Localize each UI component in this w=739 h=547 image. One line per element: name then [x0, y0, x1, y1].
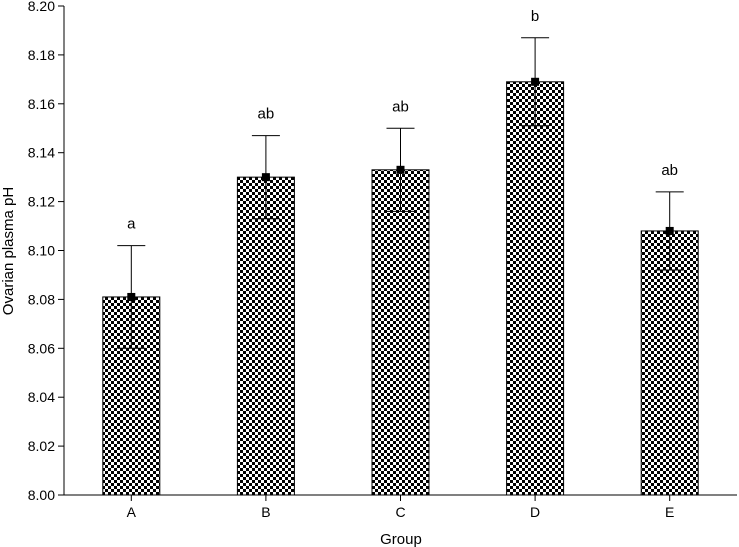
significance-label-A: a [127, 216, 136, 233]
significance-label-D: b [531, 8, 539, 25]
y-axis-title: Ovarian plasma pH [0, 187, 17, 315]
labels-layer: 8.00 8.02 8.04 8.06 8.08 8.10 8.12 8.14 8.16 8.18… [28, 0, 678, 520]
y-tick-label: 8.14 [28, 145, 55, 161]
y-tick-label: 8.06 [28, 340, 55, 356]
significance-label-C: ab [392, 98, 409, 115]
x-tick-label-D: D [530, 504, 540, 520]
x-tick-label-A: A [127, 504, 137, 520]
bar-B [236, 176, 295, 496]
mean-marker-D [531, 77, 540, 86]
error-bars-layer [117, 37, 684, 349]
y-tick-label: 8.02 [28, 438, 55, 454]
y-tick-label: 8.12 [28, 194, 55, 210]
axes [58, 5, 737, 501]
y-tick-label: 8.10 [28, 243, 55, 259]
bar-E [640, 230, 699, 496]
y-tick-label: 8.18 [28, 47, 55, 63]
y-tick-label: 8.00 [28, 487, 55, 503]
mean-marker-B [261, 173, 270, 182]
x-axis-title: Group [380, 531, 422, 547]
mean-marker-E [665, 226, 674, 235]
bar-C [371, 169, 430, 496]
y-tick-label: 8.04 [28, 389, 55, 405]
x-tick-label-B: B [261, 504, 270, 520]
y-tick-label: 8.08 [28, 291, 55, 307]
mean-marker-C [396, 165, 405, 174]
bar-D [506, 81, 565, 496]
significance-label-E: ab [661, 162, 678, 179]
y-tick-label: 8.16 [28, 96, 55, 112]
x-tick-label-E: E [665, 504, 674, 520]
y-tick-label: 8.20 [28, 0, 55, 14]
mean-marker-A [127, 292, 136, 301]
significance-label-B: ab [258, 106, 275, 123]
x-tick-label-C: C [395, 504, 405, 520]
